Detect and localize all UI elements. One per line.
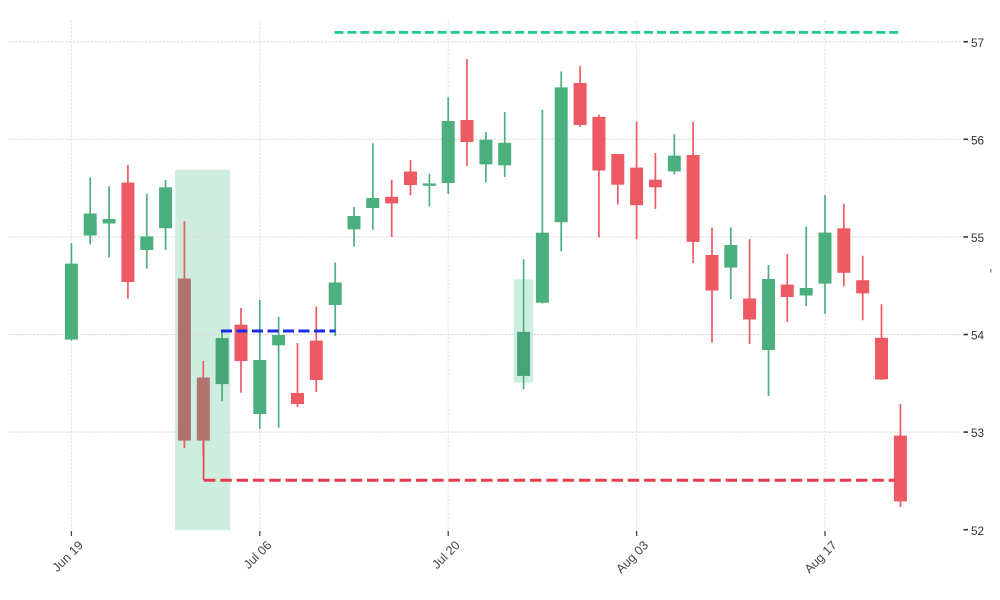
svg-text:53: 53: [971, 426, 985, 440]
svg-text:57: 57: [971, 36, 984, 50]
svg-text:52: 52: [971, 524, 984, 538]
svg-text:56: 56: [971, 133, 985, 147]
svg-text:54: 54: [971, 329, 985, 343]
svg-text:55: 55: [971, 231, 985, 245]
